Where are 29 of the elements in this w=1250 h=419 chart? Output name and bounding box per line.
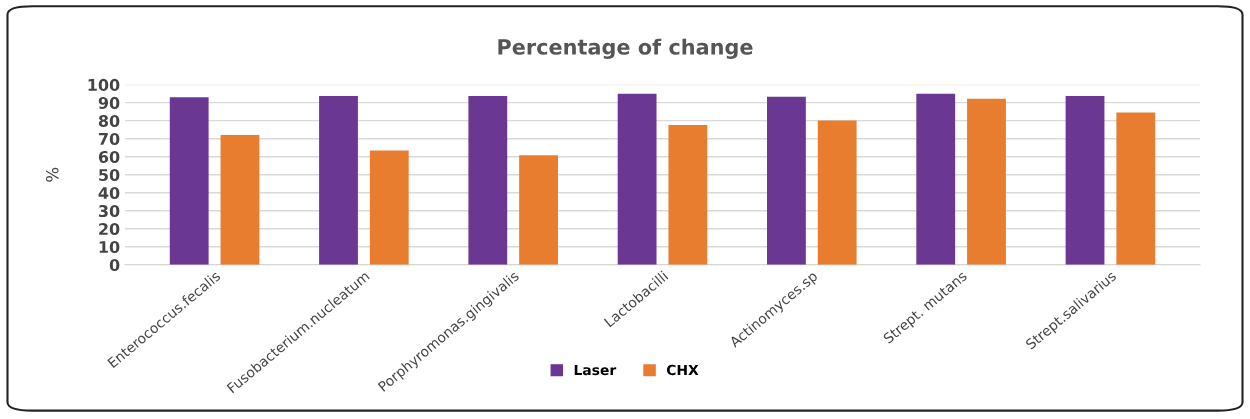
- chart-title: Percentage of change: [498, 38, 753, 59]
- bar: [1116, 112, 1156, 265]
- bar: [967, 98, 1006, 265]
- bar: [668, 125, 708, 265]
- y-tick-label: 10: [99, 241, 120, 254]
- bar: [817, 120, 857, 265]
- bar: [220, 135, 260, 265]
- y-axis-title: %: [45, 167, 59, 182]
- legend-label: CHX: [666, 364, 699, 376]
- y-tick-label: 20: [99, 222, 120, 236]
- bar: [767, 96, 806, 265]
- legend-label: Laser: [574, 364, 617, 376]
- bar: [468, 95, 508, 265]
- y-tick-label: 90: [98, 96, 120, 109]
- y-tick-label: 70: [98, 132, 120, 145]
- bar: [1065, 95, 1105, 265]
- y-tick-label: 30: [98, 204, 120, 218]
- y-tick-label: 40: [98, 186, 120, 200]
- y-tick-label: 0: [109, 259, 120, 272]
- bar: [519, 155, 558, 265]
- bar: [916, 93, 956, 265]
- bar: [617, 93, 657, 265]
- y-tick-label: 100: [88, 78, 120, 91]
- bar: [169, 97, 209, 265]
- bar: [369, 150, 409, 265]
- bar: [319, 95, 358, 265]
- y-tick-label: 60: [98, 150, 120, 163]
- y-tick-label: 80: [98, 114, 120, 127]
- y-tick-label: 50: [99, 168, 120, 182]
